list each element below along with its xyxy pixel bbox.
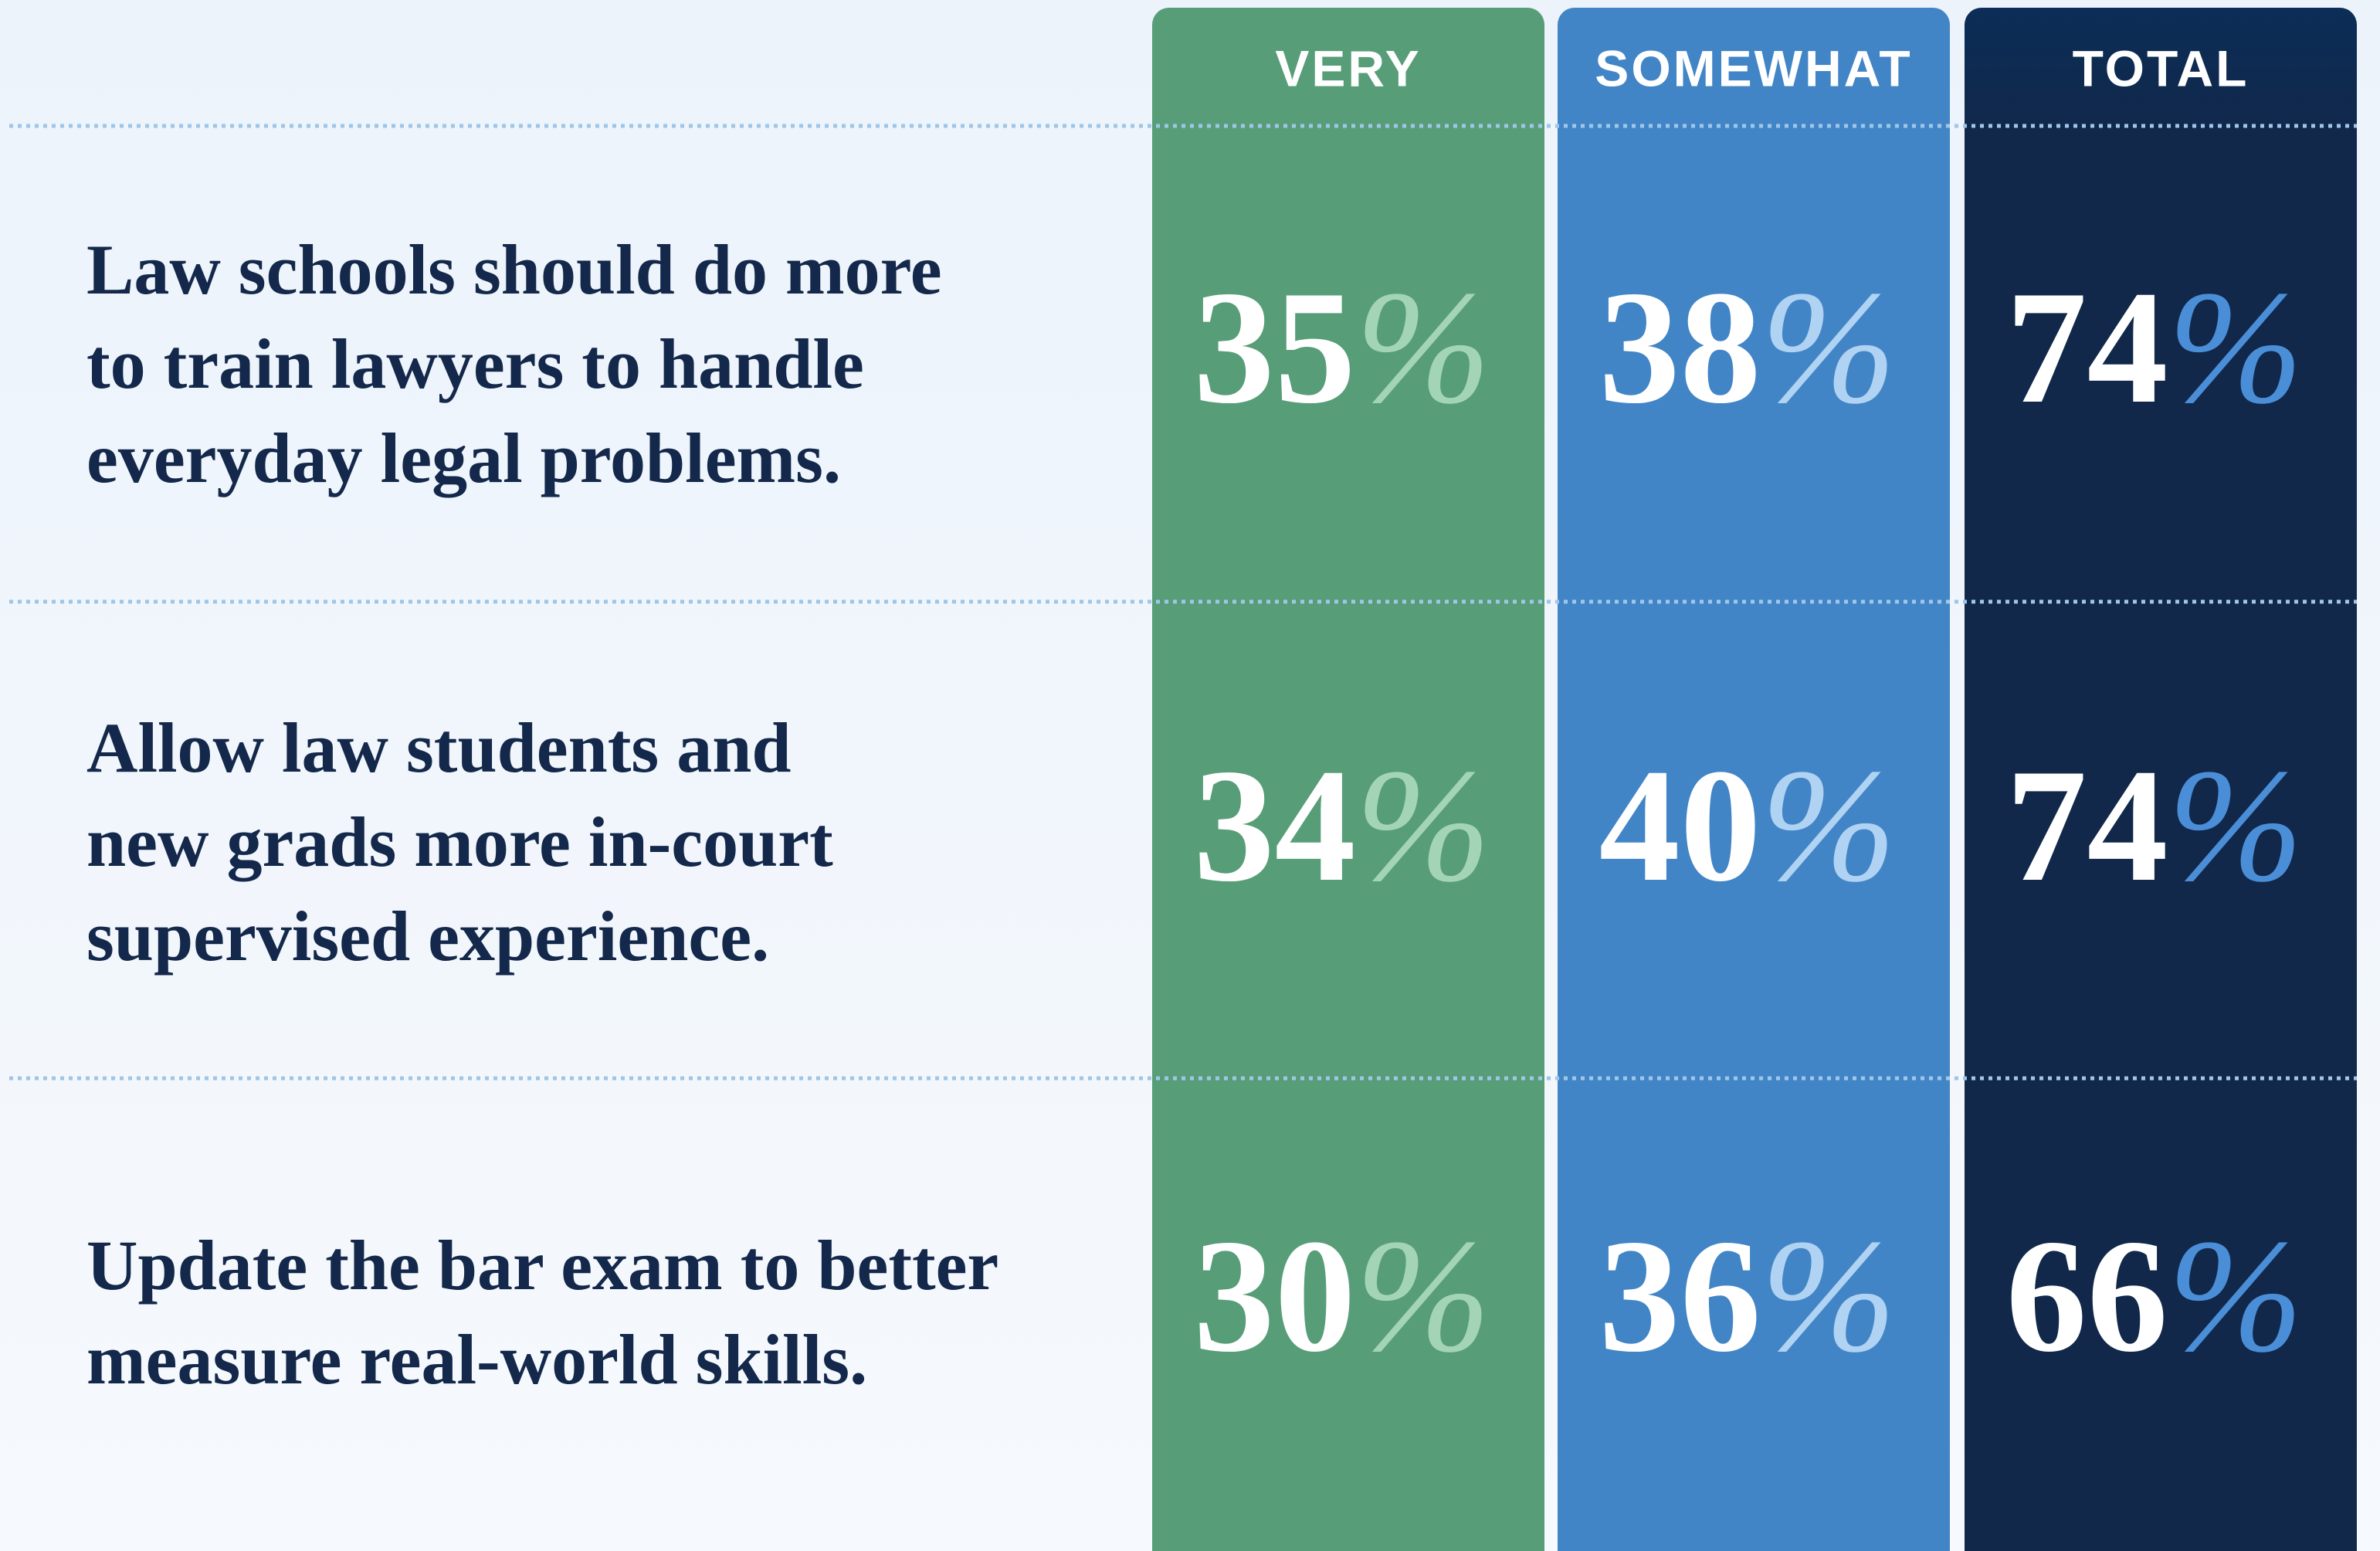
column-panel xyxy=(1152,8,1544,1551)
value-cell: 30% xyxy=(1194,1207,1491,1386)
column-panel xyxy=(1558,8,1950,1551)
row-label: supervised experience. xyxy=(86,897,769,976)
row-label: Law schools should do more xyxy=(86,230,942,309)
value-cell: 35% xyxy=(1194,258,1491,437)
row-label: measure real-world skills. xyxy=(86,1320,867,1399)
column-header: VERY xyxy=(1275,39,1421,97)
row-label: to train lawyers to handle xyxy=(86,324,864,403)
value-cell: 74% xyxy=(2006,258,2304,437)
value-cell: 38% xyxy=(1599,258,1897,437)
dividers xyxy=(9,124,2357,1081)
content: VERY SOMEWHAT TOTAL Law schools should do m… xyxy=(86,39,2303,1399)
value-cell: 34% xyxy=(1194,736,1491,915)
columns xyxy=(1152,8,2357,1551)
value-cell: 36% xyxy=(1599,1207,1897,1386)
row-label: Allow law students and xyxy=(86,708,792,787)
row-label: Update the bar exam to better xyxy=(86,1226,998,1305)
row-label: new grads more in-court xyxy=(86,803,833,881)
value-cell: 74% xyxy=(2006,736,2304,915)
value-cell: 66% xyxy=(2006,1207,2304,1386)
column-header: SOMEWHAT xyxy=(1595,39,1912,97)
row-label: everyday legal problems. xyxy=(86,419,841,497)
column-header: TOTAL xyxy=(2073,39,2249,97)
value-cell: 40% xyxy=(1599,736,1897,915)
column-panel xyxy=(1965,8,2357,1551)
